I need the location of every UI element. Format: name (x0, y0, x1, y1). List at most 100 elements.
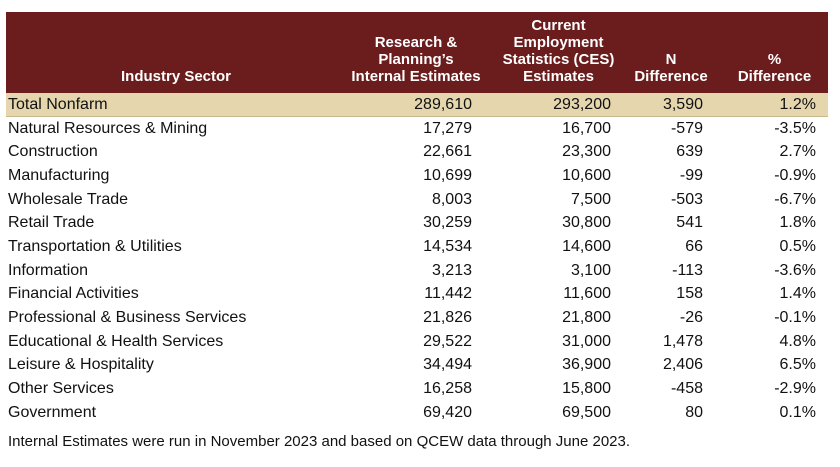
header-ces-line-4: Estimates (523, 68, 594, 85)
cell-industry-sector: Natural Resources & Mining (8, 119, 208, 137)
estimates-table-container: Industry Sector Research & Planning’s In… (6, 12, 828, 425)
header-internal-line-2: Planning’s (378, 51, 454, 68)
cell-n-difference: 541 (676, 214, 703, 232)
cell-ces-estimate: 293,200 (553, 95, 611, 113)
table-row: Leisure & Hospitality 34,494 36,900 2,406 6.… (6, 354, 828, 378)
cell-internal-estimate: 69,420 (423, 403, 472, 421)
cell-pct-difference: 1.8% (779, 214, 816, 232)
cell-ces-estimate: 14,600 (562, 237, 611, 255)
cell-pct-difference: -3.6% (774, 261, 816, 279)
cell-ces-estimate: 7,500 (570, 190, 611, 208)
cell-industry-sector: Educational & Health Services (8, 332, 224, 350)
cell-n-difference: 158 (676, 285, 703, 303)
cell-n-difference: 1,478 (662, 332, 703, 350)
cell-internal-estimate: 34,494 (423, 356, 472, 374)
header-ces-line-3: Statistics (CES) (502, 51, 615, 68)
cell-internal-estimate: 17,279 (423, 119, 472, 137)
cell-pct-difference: 2.7% (779, 143, 816, 161)
header-ces-line-2: Employment (513, 34, 604, 51)
cell-ces-estimate: 36,900 (562, 356, 611, 374)
header-pct-difference: % Difference (721, 12, 828, 93)
cell-industry-sector: Other Services (8, 380, 114, 398)
cell-internal-estimate: 8,003 (431, 190, 472, 208)
cell-n-difference: -458 (670, 380, 703, 398)
header-internal-line-3: Internal Estimates (351, 68, 481, 85)
total-nonfarm-row: Total Nonfarm 289,610 293,200 3,590 1.2% (6, 93, 828, 117)
cell-internal-estimate: 16,258 (423, 380, 472, 398)
cell-pct-difference: 0.5% (779, 237, 816, 255)
header-industry-sector-label: Industry Sector (120, 68, 232, 85)
cell-pct-difference: 4.8% (779, 332, 816, 350)
cell-ces-estimate: 69,500 (562, 403, 611, 421)
cell-pct-difference: -3.5% (774, 119, 816, 137)
footnote: Internal Estimates were run in November … (8, 433, 631, 450)
cell-n-difference: 639 (676, 143, 703, 161)
cell-n-difference: -579 (670, 119, 703, 137)
cell-ces-estimate: 3,100 (570, 261, 611, 279)
table-row: Financial Activities 11,442 11,600 158 1.4% (6, 283, 828, 307)
header-n-difference: N Difference (621, 12, 721, 93)
cell-n-difference: 3,590 (662, 95, 703, 113)
cell-internal-estimate: 21,826 (423, 309, 472, 327)
cell-industry-sector: Transportation & Utilities (8, 237, 182, 255)
cell-ces-estimate: 11,600 (563, 285, 611, 303)
cell-industry-sector: Manufacturing (8, 166, 110, 184)
header-ces-estimates: Current Employment Statistics (CES) Esti… (496, 12, 621, 93)
cell-n-difference: 80 (685, 403, 703, 421)
header-internal-estimates: Research & Planning’s Internal Estimates (346, 12, 496, 93)
cell-n-difference: -503 (670, 190, 703, 208)
table-row: Manufacturing 10,699 10,600 -99 -0.9% (6, 164, 828, 188)
cell-ces-estimate: 23,300 (562, 143, 611, 161)
cell-pct-difference: -2.9% (774, 380, 816, 398)
cell-n-difference: 66 (685, 237, 703, 255)
cell-internal-estimate: 29,522 (423, 332, 472, 350)
cell-internal-estimate: 11,442 (424, 285, 472, 303)
table-row: Construction 22,661 23,300 639 2.7% (6, 140, 828, 164)
cell-pct-difference: 1.4% (779, 285, 816, 303)
table-row: Natural Resources & Mining 17,279 16,700 -5… (6, 117, 828, 141)
table-row: Government 69,420 69,500 80 0.1% (6, 401, 828, 425)
table-row: Professional & Business Services 21,826 21… (6, 306, 828, 330)
table-row: Educational & Health Services 29,522 31,00… (6, 330, 828, 354)
header-pct-diff-line-2: Difference (737, 68, 812, 85)
header-industry-sector: Industry Sector (6, 12, 346, 93)
cell-internal-estimate: 22,661 (423, 143, 472, 161)
cell-industry-sector: Retail Trade (8, 214, 95, 232)
header-ces-line-1: Current (531, 17, 586, 34)
cell-pct-difference: -6.7% (774, 190, 816, 208)
cell-pct-difference: 1.2% (779, 95, 816, 113)
header-internal-line-1: Research & (374, 34, 458, 51)
cell-n-difference: 2,406 (662, 356, 703, 374)
cell-industry-sector: Financial Activities (8, 285, 139, 303)
cell-internal-estimate: 14,534 (423, 237, 472, 255)
cell-ces-estimate: 30,800 (562, 214, 611, 232)
cell-ces-estimate: 15,800 (562, 380, 611, 398)
cell-industry-sector: Wholesale Trade (8, 190, 129, 208)
cell-ces-estimate: 16,700 (562, 119, 611, 137)
cell-n-difference: -26 (679, 309, 703, 327)
cell-ces-estimate: 31,000 (562, 332, 611, 350)
cell-industry-sector: Total Nonfarm (8, 95, 108, 113)
cell-n-difference: -99 (679, 166, 703, 184)
table-header: Industry Sector Research & Planning’s In… (6, 12, 828, 93)
cell-pct-difference: -0.9% (774, 166, 816, 184)
table-row: Information 3,213 3,100 -113 -3.6% (6, 259, 828, 283)
cell-industry-sector: Information (8, 261, 89, 279)
cell-pct-difference: 0.1% (779, 403, 816, 421)
cell-internal-estimate: 289,610 (414, 95, 472, 113)
table-row: Retail Trade 30,259 30,800 541 1.8% (6, 211, 828, 235)
cell-ces-estimate: 21,800 (562, 309, 611, 327)
cell-internal-estimate: 10,699 (423, 166, 472, 184)
cell-internal-estimate: 30,259 (423, 214, 472, 232)
cell-pct-difference: 6.5% (779, 356, 816, 374)
cell-industry-sector: Construction (8, 143, 98, 161)
table-body: Total Nonfarm 289,610 293,200 3,590 1.2% Natu… (6, 93, 828, 425)
header-n-diff-line-2: Difference (634, 68, 708, 85)
cell-industry-sector: Professional & Business Services (8, 309, 247, 327)
table-row: Other Services 16,258 15,800 -458 -2.9% (6, 377, 828, 401)
cell-ces-estimate: 10,600 (562, 166, 611, 184)
header-row: Industry Sector Research & Planning’s In… (6, 12, 828, 93)
cell-n-difference: -113 (672, 261, 703, 279)
cell-industry-sector: Leisure & Hospitality (8, 356, 154, 374)
estimates-table: Industry Sector Research & Planning’s In… (6, 12, 828, 425)
